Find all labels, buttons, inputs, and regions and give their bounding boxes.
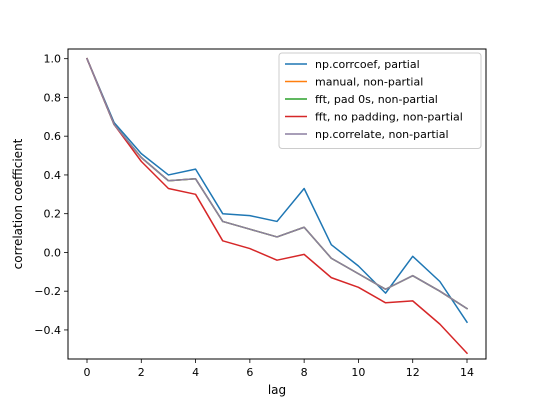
series-line-4 xyxy=(86,57,469,355)
legend-label-1: np.corrcoef, partial xyxy=(315,58,420,71)
legend-box xyxy=(278,52,482,149)
legend-label-5: np.correlate, non-partial xyxy=(315,128,449,141)
x-tick-label: 14 xyxy=(460,366,474,379)
series-line-5 xyxy=(86,57,469,310)
x-axis: 0 2 4 6 8 10 12 14 xyxy=(84,359,474,379)
legend-label-3: fft, pad 0s, non-partial xyxy=(315,93,438,106)
series-line-1 xyxy=(86,57,469,324)
legend: np.corrcoef, partial manual, non-partial f… xyxy=(278,52,482,149)
x-axis-label: lag xyxy=(268,383,286,397)
y-axis: 1.0 0.8 0.6 0.4 0.2 0.0 −0.2 −0.4 xyxy=(34,53,68,337)
x-tick-label: 6 xyxy=(246,366,253,379)
y-tick-label: 0.0 xyxy=(44,246,62,259)
legend-label-4: fft, no padding, non-partial xyxy=(315,111,463,124)
y-tick-label: 0.6 xyxy=(44,130,62,143)
x-tick-label: 12 xyxy=(406,366,420,379)
x-tick-label: 0 xyxy=(84,366,91,379)
x-tick-label: 2 xyxy=(138,366,145,379)
plot-area xyxy=(86,57,469,355)
y-tick-label: 1.0 xyxy=(44,53,62,66)
y-tick-label: −0.4 xyxy=(34,324,61,337)
y-axis-label: correlation coefficient xyxy=(11,138,25,269)
axes-frame xyxy=(67,48,487,360)
y-tick-label: 0.8 xyxy=(44,91,62,104)
y-tick-label: 0.4 xyxy=(44,169,62,182)
x-tick-label: 4 xyxy=(192,366,199,379)
y-tick-label: −0.2 xyxy=(34,285,61,298)
x-tick-label: 8 xyxy=(301,366,308,379)
legend-label-2: manual, non-partial xyxy=(315,76,423,89)
x-tick-label: 10 xyxy=(351,366,365,379)
y-tick-label: 0.2 xyxy=(44,208,62,221)
